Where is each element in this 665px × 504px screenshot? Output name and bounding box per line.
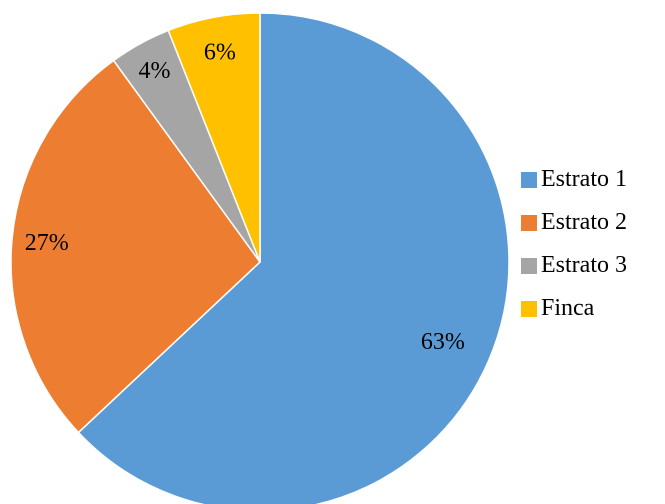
legend-label-estrato-1: Estrato 1 bbox=[541, 166, 627, 192]
data-label-estrato-3: 4% bbox=[138, 58, 170, 84]
data-label-estrato-2: 27% bbox=[25, 230, 69, 256]
legend-swatch-estrato-2 bbox=[521, 214, 537, 231]
legend-label-finca: Finca bbox=[541, 295, 595, 321]
data-label-finca: 6% bbox=[204, 40, 236, 66]
legend-swatch-estrato-3 bbox=[521, 257, 537, 274]
data-label-estrato-1: 63% bbox=[421, 329, 465, 355]
legend-label-estrato-3: Estrato 3 bbox=[541, 252, 627, 278]
legend-label-estrato-2: Estrato 2 bbox=[541, 209, 627, 235]
legend-item-estrato-1: Estrato 1 bbox=[521, 158, 627, 201]
pie-data-labels: 63% 27% 4% 6% bbox=[25, 40, 465, 355]
legend-swatch-finca bbox=[521, 300, 537, 317]
legend: Estrato 1 Estrato 2 Estrato 3 Finca bbox=[521, 158, 627, 330]
legend-swatch-estrato-1 bbox=[521, 171, 537, 188]
pie-slices bbox=[10, 12, 510, 504]
legend-item-finca: Finca bbox=[521, 287, 627, 330]
pie-slice-estrato-1 bbox=[77, 12, 510, 504]
legend-item-estrato-2: Estrato 2 bbox=[521, 201, 627, 244]
legend-item-estrato-3: Estrato 3 bbox=[521, 244, 627, 287]
pie-slice-estrato-2 bbox=[10, 59, 261, 434]
pie-slice-finca bbox=[167, 12, 261, 263]
